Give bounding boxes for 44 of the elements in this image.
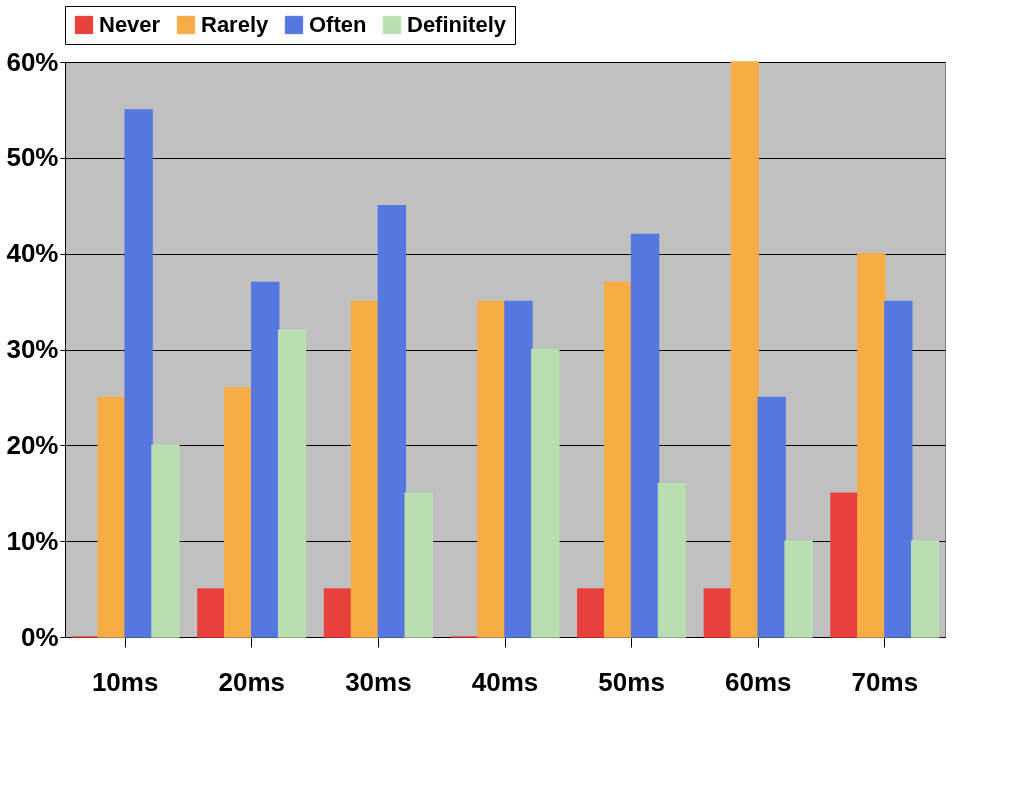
x-tick-label: 10ms	[91, 666, 159, 697]
bar	[703, 588, 733, 638]
bar	[224, 387, 253, 638]
bar	[630, 233, 660, 638]
legend-label: Never	[99, 12, 161, 37]
x-tick-label: 30ms	[345, 666, 412, 697]
bar	[97, 396, 126, 638]
y-tick-label: 30%	[6, 334, 59, 364]
bar	[151, 444, 180, 638]
legend-label: Often	[309, 12, 367, 37]
y-tick-label: 40%	[6, 238, 59, 269]
y-tick-label: 60%	[6, 46, 59, 77]
legend-label: Rarely	[201, 12, 270, 37]
bar	[657, 482, 687, 638]
bar	[277, 329, 307, 638]
bar	[404, 492, 433, 638]
bar	[603, 281, 633, 638]
bar	[830, 492, 859, 638]
x-tick-label: 50ms	[598, 666, 665, 697]
bar	[577, 588, 606, 638]
bar	[350, 300, 380, 638]
y-tick-label: 0%	[20, 621, 59, 652]
y-tick-label: 10%	[6, 525, 59, 556]
x-tick-label: 60ms	[724, 666, 792, 697]
x-tick-label: 20ms	[218, 666, 286, 697]
y-tick-label: 20%	[6, 429, 59, 460]
bar	[857, 252, 886, 638]
legend-label: Definitely	[407, 12, 507, 37]
bar	[784, 540, 813, 638]
bar	[251, 281, 280, 638]
bar	[197, 588, 226, 638]
bar	[504, 300, 533, 638]
bar	[884, 300, 913, 638]
x-tick-label: 40ms	[471, 666, 539, 697]
x-tick-label: 70ms	[851, 666, 919, 697]
y-tick-label: 50%	[6, 142, 59, 173]
bar	[730, 61, 759, 638]
bar	[477, 300, 506, 638]
bar	[377, 205, 407, 638]
bar	[757, 396, 786, 638]
bar	[323, 588, 353, 638]
bar	[124, 109, 153, 638]
bar	[531, 348, 560, 638]
bar	[911, 540, 940, 638]
